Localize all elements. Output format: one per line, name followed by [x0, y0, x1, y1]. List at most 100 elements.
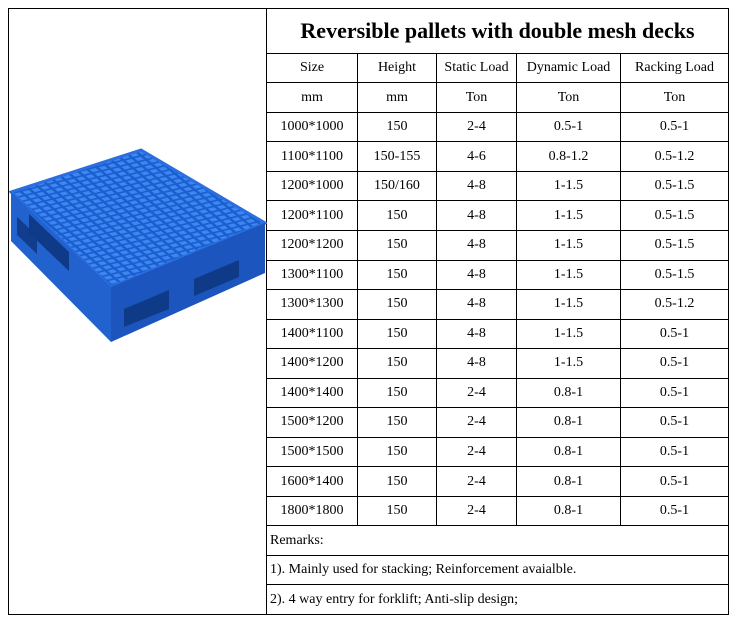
remark-row: Remarks:	[9, 525, 730, 556]
data-cell: 0.5-1.2	[619, 289, 730, 320]
data-cell: 150	[357, 348, 437, 379]
data-cell: 1200*1000	[266, 170, 358, 202]
data-cell: 1200*1100	[266, 200, 358, 231]
data-cell: 2-4	[436, 495, 517, 527]
data-cell: 4-8	[436, 289, 517, 320]
data-cell: 0.5-1	[619, 111, 730, 143]
data-cell: 0.5-1.5	[619, 170, 730, 202]
data-cell: 0.5-1	[516, 111, 621, 143]
data-cell: 1400*1100	[266, 318, 358, 350]
header-cell: Static Load	[436, 52, 517, 84]
data-cell: 150	[357, 495, 437, 527]
data-cell: 150	[357, 407, 437, 438]
data-cell: 4-8	[436, 348, 517, 379]
pallet-image	[8, 148, 269, 342]
data-cell: 0.8-1	[516, 377, 621, 409]
header-cell: Height	[357, 52, 437, 84]
data-cell: 150	[357, 466, 437, 497]
header-row: Size Height Static Load Dynamic Load Racking…	[9, 52, 730, 84]
data-row: 1600*1400 150 2-4 0.8-1 0.5-1	[9, 466, 730, 497]
data-cell: 1-1.5	[516, 348, 621, 379]
remark-row: 2). 4 way entry for forklift; Anti-slip …	[9, 584, 730, 615]
unit-cell: Ton	[436, 82, 517, 113]
data-row: 1400*1400 150 2-4 0.8-1 0.5-1	[9, 377, 730, 409]
data-cell: 0.8-1	[516, 436, 621, 468]
data-cell: 1800*1800	[266, 495, 358, 527]
remark: Remarks:	[265, 525, 730, 556]
data-cell: 1200*1200	[266, 230, 358, 261]
data-cell: 1000*1000	[266, 111, 358, 143]
data-cell: 1300*1300	[266, 289, 358, 320]
data-cell: 150	[357, 289, 437, 320]
remark-row: 1). Mainly used for stacking; Reinforcem…	[9, 554, 730, 586]
data-cell: 150	[357, 318, 437, 350]
remark: 1). Mainly used for stacking; Reinforcem…	[265, 554, 730, 586]
data-cell: 1500*1500	[266, 436, 358, 468]
unit-cell: mm	[266, 82, 358, 113]
data-row: 1200*1000 150/160 4-8 1-1.5 0.5-1.5	[9, 170, 730, 202]
data-cell: 4-8	[436, 318, 517, 350]
data-cell: 1400*1200	[266, 348, 358, 379]
data-row: 1300*1300 150 4-8 1-1.5 0.5-1.2	[9, 289, 730, 320]
data-cell: 150/160	[357, 170, 437, 202]
data-row: 1400*1200 150 4-8 1-1.5 0.5-1	[9, 348, 730, 379]
data-cell: 1500*1200	[266, 407, 358, 438]
data-cell: 150	[357, 111, 437, 143]
spec-table: Reversible pallets with double mesh deck…	[8, 8, 730, 615]
data-cell: 2-4	[436, 111, 517, 143]
data-cell: 0.5-1	[619, 436, 730, 468]
header-cell: Racking Load	[619, 52, 730, 84]
data-cell: 0.5-1.5	[619, 230, 730, 261]
header-cell: Size	[266, 52, 358, 84]
data-cell: 1-1.5	[516, 259, 621, 291]
data-cell: 1-1.5	[516, 200, 621, 231]
data-row: 1800*1800 150 2-4 0.8-1 0.5-1	[9, 495, 730, 527]
data-cell: 0.8-1.2	[516, 141, 621, 172]
table-title: Reversible pallets with double mesh deck…	[265, 8, 730, 54]
data-row: 1100*1100 150-155 4-6 0.8-1.2 0.5-1.2	[9, 141, 730, 172]
data-cell: 0.5-1	[619, 407, 730, 438]
data-cell: 4-8	[436, 259, 517, 291]
data-cell: 0.5-1	[619, 348, 730, 379]
data-row: 1500*1200 150 2-4 0.8-1 0.5-1	[9, 407, 730, 438]
data-cell: 2-4	[436, 407, 517, 438]
data-row: 1200*1100 150 4-8 1-1.5 0.5-1.5	[9, 200, 730, 231]
data-cell: 0.5-1.5	[619, 200, 730, 231]
data-cell: 150-155	[357, 141, 437, 172]
unit-cell: Ton	[516, 82, 621, 113]
data-cell: 2-4	[436, 466, 517, 497]
header-cell: Dynamic Load	[516, 52, 621, 84]
data-cell: 4-8	[436, 170, 517, 202]
unit-cell: Ton	[619, 82, 730, 113]
data-cell: 2-4	[436, 436, 517, 468]
data-cell: 1300*1100	[266, 259, 358, 291]
data-cell: 2-4	[436, 377, 517, 409]
data-cell: 0.5-1.2	[619, 141, 730, 172]
remark: 2). 4 way entry for forklift; Anti-slip …	[265, 584, 730, 615]
data-cell: 0.5-1.5	[619, 259, 730, 291]
data-row: 1200*1200 150 4-8 1-1.5 0.5-1.5	[9, 230, 730, 261]
data-cell: 1600*1400	[266, 466, 358, 497]
data-cell: 1-1.5	[516, 318, 621, 350]
data-cell: 4-8	[436, 230, 517, 261]
data-cell: 150	[357, 200, 437, 231]
pallet-image-cell	[8, 8, 269, 615]
data-cell: 1400*1400	[266, 377, 358, 409]
data-cell: 1-1.5	[516, 230, 621, 261]
data-cell: 1100*1100	[266, 141, 358, 172]
data-cell: 150	[357, 230, 437, 261]
data-cell: 4-8	[436, 200, 517, 231]
unit-cell: mm	[357, 82, 437, 113]
data-cell: 1-1.5	[516, 289, 621, 320]
data-row: 1400*1100 150 4-8 1-1.5 0.5-1	[9, 318, 730, 350]
data-cell: 150	[357, 377, 437, 409]
data-cell: 0.5-1	[619, 318, 730, 350]
data-cell: 4-6	[436, 141, 517, 172]
data-cell: 1-1.5	[516, 170, 621, 202]
data-cell: 0.8-1	[516, 495, 621, 527]
title-row: Reversible pallets with double mesh deck…	[8, 8, 730, 615]
data-cell: 0.8-1	[516, 407, 621, 438]
data-cell: 0.5-1	[619, 495, 730, 527]
data-cell: 0.5-1	[619, 377, 730, 409]
data-cell: 150	[357, 436, 437, 468]
